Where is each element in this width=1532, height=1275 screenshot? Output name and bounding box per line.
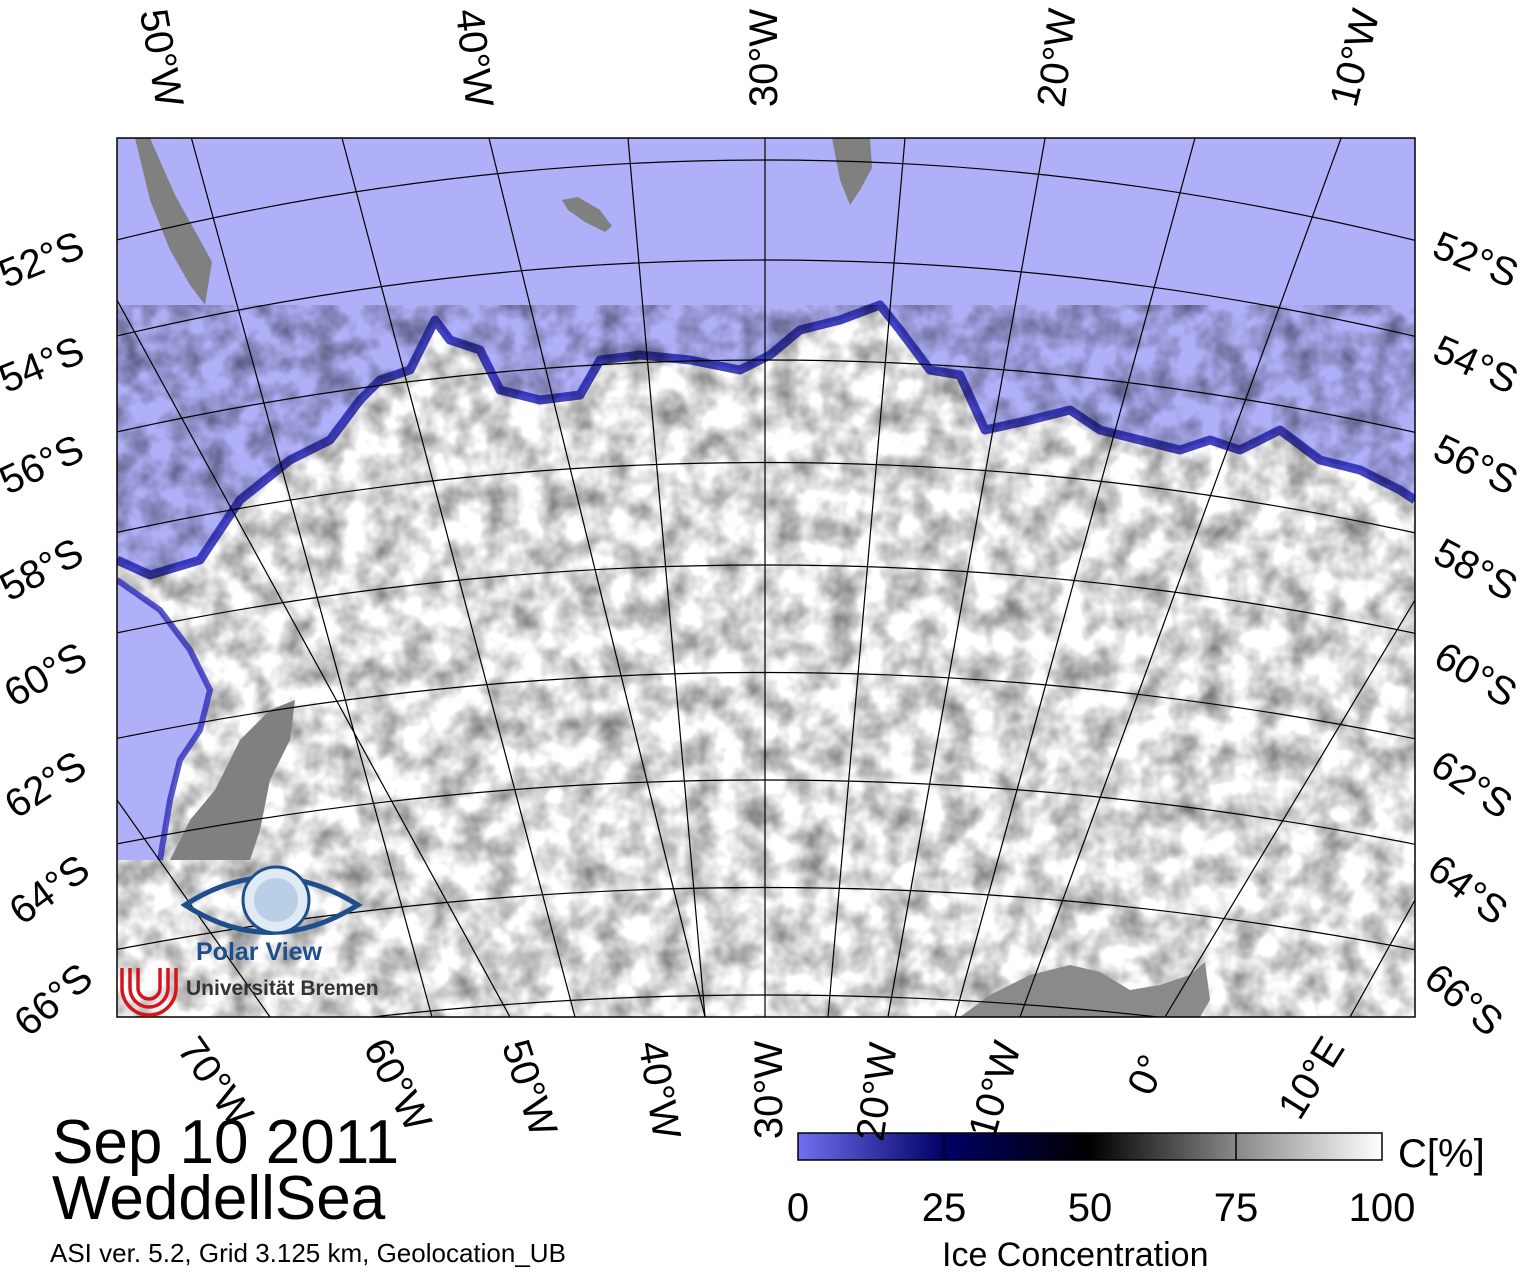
antarctica-land: [960, 962, 1210, 1017]
colorbar-ticks: [943, 1133, 1237, 1160]
polar-view-logo-icon: [180, 865, 363, 935]
south-georgia-land: [562, 197, 612, 232]
map-date-title: Sep 10 2011: [52, 1108, 400, 1177]
lon-label-top: 30°W: [742, 8, 787, 108]
colorbar-unit: C[%]: [1398, 1132, 1485, 1176]
colorbar-tick-label: 75: [1213, 1186, 1259, 1230]
longitude-grid: [117, 138, 1415, 1017]
logo-university-text: Universität Bremen: [186, 977, 379, 1000]
processing-note: ASI ver. 5.2, Grid 3.125 km, Geolocation…: [50, 1238, 566, 1268]
map-frame: [116, 137, 1416, 1018]
colorbar-tick-label: 50: [1067, 1186, 1113, 1230]
antarctic-peninsula-land: [170, 700, 295, 860]
lon-label-top: 40°W: [447, 6, 502, 110]
colorbar-tick-label: 25: [921, 1186, 967, 1230]
lon-label-bottom: 30°W: [747, 1040, 792, 1140]
falkland-islands-land: [135, 138, 212, 305]
logo-polar-view-text: Polar View: [196, 938, 322, 966]
colorbar-tick-label: 0: [786, 1186, 810, 1230]
colorbar-title: Ice Concentration: [942, 1236, 1209, 1274]
universitat-bremen-logo-icon: [120, 968, 178, 1017]
south-sandwich-land: [832, 138, 872, 205]
map-region-title: WeddellSea: [52, 1164, 386, 1233]
colorbar-tick-label: 100: [1348, 1186, 1416, 1230]
